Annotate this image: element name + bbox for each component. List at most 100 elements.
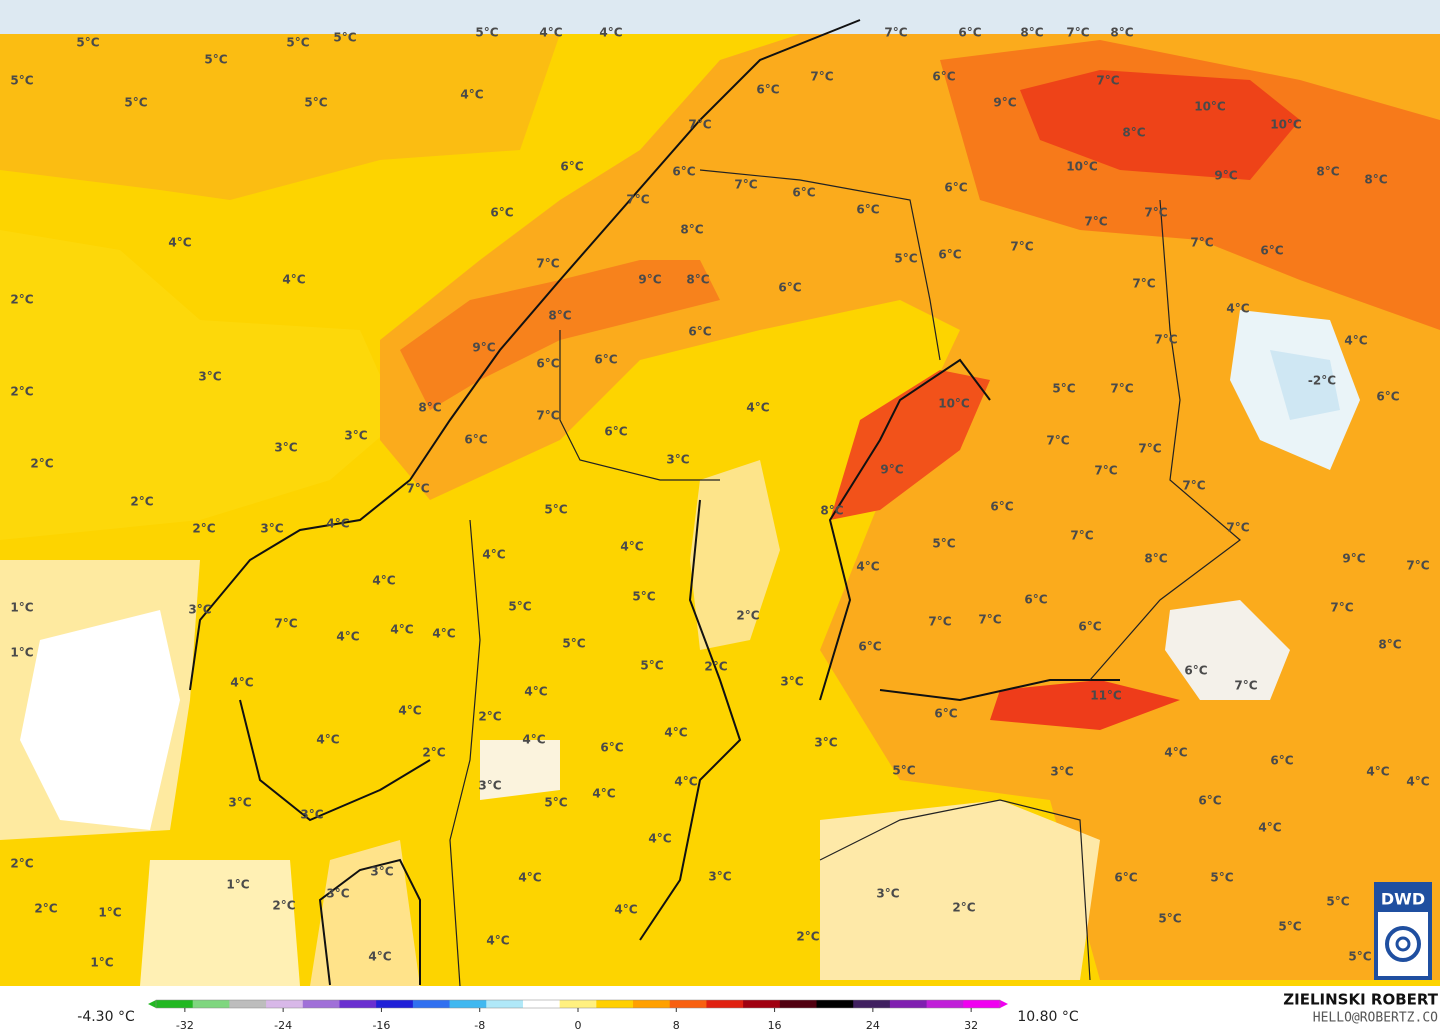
temperature-label: 8°C [680, 223, 703, 237]
colorbar-segment [743, 1000, 781, 1008]
temperature-label: 8°C [548, 309, 571, 323]
temperature-label: 7°C [1110, 382, 1133, 396]
bottom-bar: DWD -4.30 °C 10.80 °C ZIELINSKI ROBERT H… [0, 882, 1440, 1035]
temperature-label: 3°C [228, 796, 251, 810]
temperature-label: 4°C [1344, 334, 1367, 348]
temperature-label: 5°C [544, 503, 567, 517]
temperature-label: 6°C [600, 741, 623, 755]
temperature-label: 2°C [34, 902, 57, 916]
temperature-label: 7°C [978, 613, 1001, 627]
colorbar-segment [376, 1000, 414, 1008]
temperature-label: 7°C [1096, 74, 1119, 88]
temperature-label: -2°C [1308, 374, 1336, 388]
logo-text: DWD [1381, 890, 1425, 909]
temperature-label: 7°C [1190, 236, 1213, 250]
colorbar-segment [229, 1000, 267, 1008]
temperature-label: 7°C [406, 482, 429, 496]
temperature-label: 4°C [1226, 302, 1249, 316]
temperature-label: 6°C [1260, 244, 1283, 258]
temperature-label: 7°C [1046, 434, 1069, 448]
temperature-label: 6°C [858, 640, 881, 654]
temperature-label: 6°C [536, 357, 559, 371]
colorbar-segment [963, 1000, 1001, 1008]
temperature-label: 6°C [778, 281, 801, 295]
temperature-label: 8°C [1364, 173, 1387, 187]
temperature-label: 6°C [756, 83, 779, 97]
temperature-label: 4°C [599, 26, 622, 40]
temperature-label: 6°C [594, 353, 617, 367]
temperature-label: 5°C [76, 36, 99, 50]
temperature-label: 7°C [688, 118, 711, 132]
colorbar-segment [486, 1000, 524, 1008]
temperature-label: 5°C [894, 252, 917, 266]
temperature-label: 2°C [130, 495, 153, 509]
colorbar-segment [853, 1000, 891, 1008]
temperature-label: 4°C [674, 775, 697, 789]
temperature-label: 7°C [1330, 601, 1353, 615]
temperature-label: 4°C [522, 733, 545, 747]
temperature-label: 6°C [560, 160, 583, 174]
temperature-label: 2°C [10, 385, 33, 399]
temperature-label: 5°C [10, 74, 33, 88]
temperature-label: 5°C [1348, 950, 1371, 964]
temperature-label: 4°C [539, 26, 562, 40]
temperature-label: 9°C [638, 273, 661, 287]
temperature-label: 4°C [482, 548, 505, 562]
temperature-labels: 5°C 5°C 5°C 5°C 4°C 4°C 5°C 5°C 5°C 5°C 4°C 7°C 6°C 8… [10, 26, 1429, 970]
max-value: 10.80 °C [1017, 1009, 1079, 1025]
temperature-label: 2°C [952, 901, 975, 915]
colorbar-tick-label: -32 [176, 1019, 194, 1032]
temperature-label: 4°C [486, 934, 509, 948]
temperature-label: 2°C [478, 710, 501, 724]
temperature-label: 9°C [993, 96, 1016, 110]
temperature-label: 5°C [1158, 912, 1181, 926]
temperature-label: 2°C [192, 522, 215, 536]
temperature-label: 6°C [934, 707, 957, 721]
temperature-label: 5°C [1326, 895, 1349, 909]
temperature-label: 8°C [1316, 165, 1339, 179]
temperature-label: 9°C [1214, 169, 1237, 183]
temperature-label: 4°C [746, 401, 769, 415]
temperature-label: 3°C [326, 887, 349, 901]
temperature-label: 2°C [10, 857, 33, 871]
temperature-label: 6°C [1184, 664, 1207, 678]
temperature-label: 6°C [672, 165, 695, 179]
temperature-label: 7°C [928, 615, 951, 629]
min-value: -4.30 °C [77, 1009, 135, 1025]
temperature-label: 4°C [230, 676, 253, 690]
temperature-label: 4°C [524, 685, 547, 699]
colorbar-segment [889, 1000, 928, 1008]
temperature-label: 1°C [10, 646, 33, 660]
temperature-label: 6°C [938, 248, 961, 262]
colorbar-segment [816, 1000, 854, 1008]
temperature-label: 8°C [1110, 26, 1133, 40]
temperature-label: 4°C [282, 273, 305, 287]
temperature-label: 7°C [1138, 442, 1161, 456]
colorbar-segment [706, 1000, 744, 1008]
temperature-label: 4°C [856, 560, 879, 574]
temperature-label: 7°C [1066, 26, 1089, 40]
temperature-label: 6°C [688, 325, 711, 339]
temperature-label: 1°C [226, 878, 249, 892]
colorbar-segment [192, 1000, 230, 1008]
temperature-label: 5°C [286, 36, 309, 50]
temperature-label: 6°C [944, 181, 967, 195]
colorbar-segment [339, 1000, 377, 1008]
temperature-label: 3°C [876, 887, 899, 901]
temperature-label: 7°C [1182, 479, 1205, 493]
temperature-label: 5°C [1278, 920, 1301, 934]
temperature-label: 3°C [478, 779, 501, 793]
temperature-label: 8°C [1122, 126, 1145, 140]
temperature-label: 3°C [1050, 765, 1073, 779]
colorbar-tick-label: -16 [372, 1019, 390, 1032]
temperature-label: 6°C [932, 70, 955, 84]
temperature-label: 5°C [124, 96, 147, 110]
temperature-label: 4°C [664, 726, 687, 740]
temperature-label: 4°C [398, 704, 421, 718]
temperature-label: 3°C [344, 429, 367, 443]
temperature-label: 5°C [475, 26, 498, 40]
temperature-label: 2°C [736, 609, 759, 623]
temperature-label: 5°C [640, 659, 663, 673]
temperature-label: 7°C [536, 409, 559, 423]
temperature-label: 2°C [30, 457, 53, 471]
